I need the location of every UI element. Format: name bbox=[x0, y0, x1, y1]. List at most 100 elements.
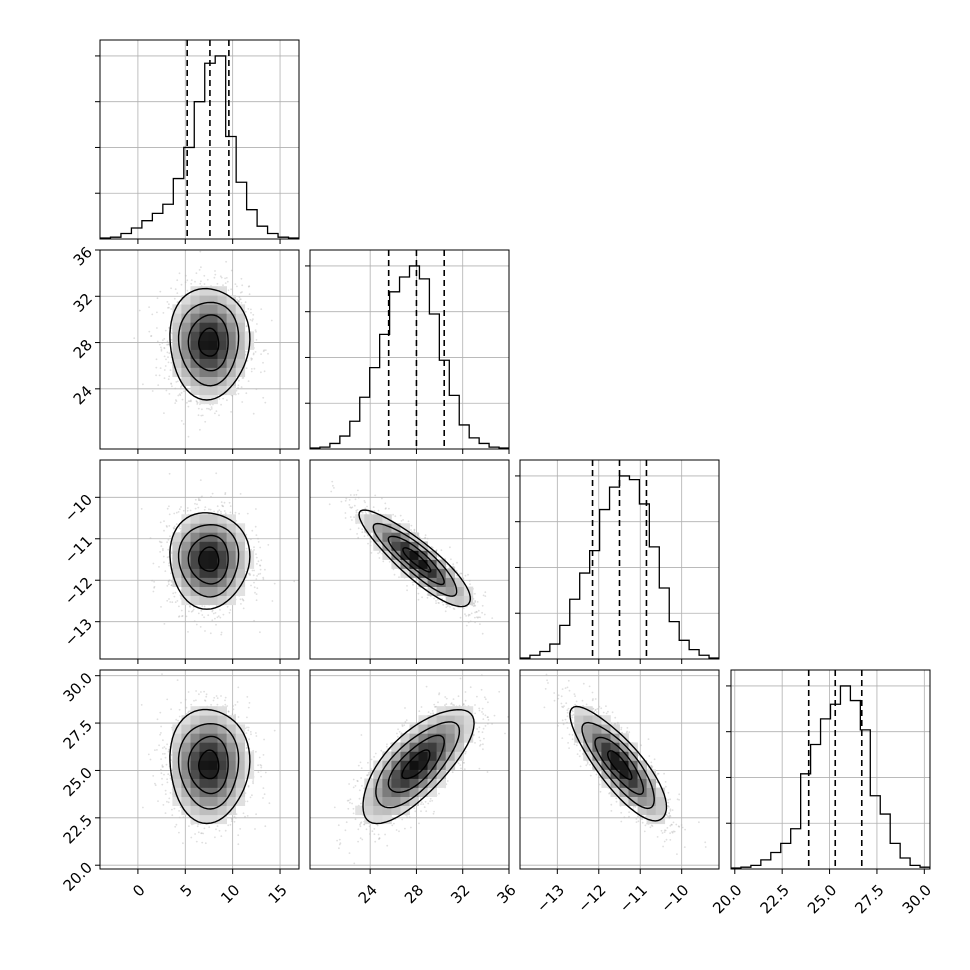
y-tick-label: −10 bbox=[61, 491, 96, 526]
density-cell bbox=[382, 787, 392, 797]
density-cell bbox=[409, 769, 419, 779]
density-cell bbox=[583, 724, 593, 734]
density-cell bbox=[217, 322, 227, 332]
y-tick-label: 22.5 bbox=[60, 811, 96, 847]
density-cell bbox=[655, 796, 666, 806]
density-cell bbox=[181, 577, 191, 587]
density-cell bbox=[400, 769, 410, 779]
density-cell bbox=[226, 322, 236, 332]
density-cell bbox=[646, 805, 656, 816]
density-cell bbox=[181, 331, 191, 341]
density-cell bbox=[619, 769, 629, 779]
density-cell bbox=[436, 760, 446, 770]
density-cell bbox=[181, 760, 191, 770]
contour-level-3 bbox=[169, 512, 251, 610]
density-cell bbox=[364, 787, 374, 797]
x-tick-label: 25.0 bbox=[804, 881, 840, 917]
density-cell bbox=[574, 715, 584, 725]
density-cell bbox=[445, 715, 456, 725]
density-cell bbox=[418, 742, 428, 752]
density-cell bbox=[592, 760, 602, 770]
density-cell bbox=[364, 796, 374, 806]
panel-frame bbox=[519, 669, 720, 870]
density-cell bbox=[409, 550, 419, 560]
contour-level-1 bbox=[187, 735, 229, 795]
density-cell bbox=[418, 559, 428, 569]
density-cell bbox=[445, 595, 456, 606]
density-cell bbox=[418, 733, 428, 743]
density-cell bbox=[208, 724, 218, 734]
density-cell bbox=[400, 787, 410, 797]
density-cell bbox=[199, 340, 209, 350]
density-cell bbox=[181, 523, 191, 533]
density-cell bbox=[190, 532, 200, 542]
density-cell bbox=[208, 376, 218, 386]
density-cell bbox=[628, 769, 638, 779]
density-cell bbox=[235, 322, 246, 332]
density-cell bbox=[190, 385, 200, 396]
density-cell bbox=[400, 532, 410, 542]
density-cell bbox=[226, 358, 236, 368]
density-cell bbox=[208, 805, 218, 816]
density-cell bbox=[208, 514, 218, 524]
density-cell bbox=[181, 358, 191, 368]
density-cell bbox=[172, 340, 182, 350]
density-cell bbox=[436, 586, 446, 596]
panel-r2-c2 bbox=[515, 459, 720, 664]
density-cell bbox=[391, 550, 401, 560]
density-cell bbox=[574, 733, 584, 743]
x-tick-label: 20.0 bbox=[709, 881, 745, 917]
x-tick-label: 36 bbox=[494, 881, 520, 907]
density-cell bbox=[217, 304, 227, 314]
contour-level-2 bbox=[581, 721, 655, 810]
contour-level-1 bbox=[387, 734, 445, 793]
density-cell bbox=[199, 385, 209, 396]
density-cell bbox=[199, 523, 209, 533]
y-tick-label: 28 bbox=[70, 336, 96, 362]
density-cell bbox=[628, 751, 638, 761]
density-cell bbox=[181, 532, 191, 542]
density-cell bbox=[190, 760, 200, 770]
density-cell bbox=[400, 733, 410, 743]
density-cell bbox=[208, 385, 218, 396]
density-cell bbox=[463, 715, 474, 725]
density-cell bbox=[235, 586, 246, 596]
density-cell bbox=[181, 733, 191, 743]
density-cell bbox=[181, 295, 191, 305]
density-cell bbox=[355, 805, 365, 816]
density-cell bbox=[199, 742, 209, 752]
density-cell bbox=[199, 751, 209, 761]
density-cell bbox=[463, 733, 474, 743]
density-cell bbox=[172, 322, 182, 332]
density-cell bbox=[454, 733, 465, 743]
density-cell bbox=[226, 376, 236, 386]
density-cell bbox=[373, 814, 383, 825]
density-cell bbox=[373, 805, 383, 816]
density-cell bbox=[436, 742, 446, 752]
density-cell bbox=[208, 586, 218, 596]
density-cell bbox=[208, 760, 218, 770]
density-cell bbox=[454, 751, 465, 761]
density-cell bbox=[208, 313, 218, 323]
density-cell bbox=[172, 724, 182, 734]
density-cell bbox=[208, 304, 218, 314]
density-cell bbox=[364, 514, 374, 524]
density-cell bbox=[226, 514, 236, 524]
contour-level-1 bbox=[387, 535, 445, 586]
density-cell bbox=[226, 760, 236, 770]
density-cell bbox=[199, 760, 209, 770]
density-cell bbox=[454, 595, 465, 606]
density-cell bbox=[364, 778, 374, 788]
density-cell bbox=[400, 559, 410, 569]
density-cell bbox=[208, 541, 218, 551]
density-cell bbox=[181, 742, 191, 752]
density-cell bbox=[217, 595, 227, 606]
histogram-1 bbox=[310, 265, 509, 449]
density-cell bbox=[391, 796, 401, 806]
density-cell bbox=[217, 550, 227, 560]
density-cell bbox=[226, 751, 236, 761]
contour-level-3 bbox=[358, 509, 472, 608]
density-cell bbox=[427, 733, 437, 743]
density-cell bbox=[436, 769, 446, 779]
